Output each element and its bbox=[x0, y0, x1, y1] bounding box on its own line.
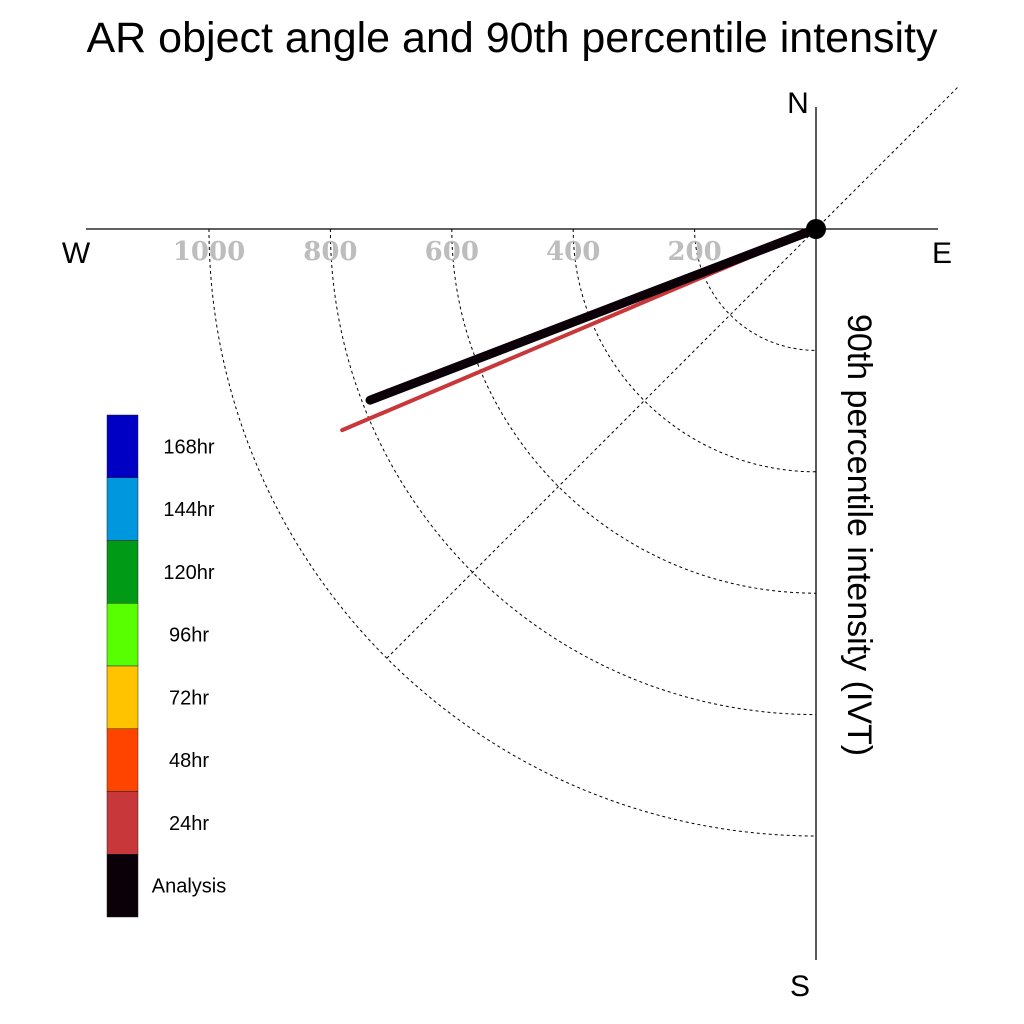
radial-axis-title: 90th percentile intensity (IVT) bbox=[840, 314, 878, 756]
legend-swatch-72hr bbox=[106, 665, 139, 729]
legend-label-analysis: Analysis bbox=[152, 876, 226, 898]
chart-title: AR object angle and 90th percentile inte… bbox=[86, 14, 938, 62]
legend-swatch-120hr bbox=[106, 540, 139, 604]
compass-south: S bbox=[790, 970, 810, 1003]
legend-swatch-144hr bbox=[106, 477, 139, 541]
compass-north: N bbox=[787, 87, 809, 120]
legend-swatch-48hr bbox=[106, 728, 139, 792]
legend-label-72hr: 72hr bbox=[169, 687, 209, 709]
radial-gridline-200 bbox=[694, 228, 817, 351]
legend-label-96hr: 96hr bbox=[169, 625, 209, 647]
radial-gridline-400 bbox=[572, 228, 817, 473]
tick-label-200: 200 bbox=[667, 237, 721, 267]
diagonal-gridline bbox=[386, 87, 958, 659]
compass-east: E bbox=[932, 237, 952, 270]
legend-swatch-168hr bbox=[106, 414, 139, 478]
compass-west: W bbox=[62, 237, 91, 270]
legend-label-144hr: 144hr bbox=[163, 499, 214, 521]
radial-gridline-800 bbox=[329, 228, 817, 716]
tick-label-600: 600 bbox=[425, 237, 479, 267]
legend-label-24hr: 24hr bbox=[169, 813, 209, 835]
legend-label-48hr: 48hr bbox=[169, 750, 209, 772]
tick-label-1000: 1000 bbox=[173, 237, 245, 267]
center-marker bbox=[806, 219, 826, 239]
legend-swatch-96hr bbox=[106, 603, 139, 667]
radial-gridline-600 bbox=[451, 228, 817, 594]
legend-swatch-analysis bbox=[106, 854, 139, 918]
tick-label-800: 800 bbox=[303, 237, 357, 267]
vector-analysis bbox=[365, 224, 821, 405]
legend-swatch-24hr bbox=[106, 791, 139, 855]
radial-gridline-1000 bbox=[208, 228, 817, 837]
legend-label-168hr: 168hr bbox=[163, 436, 214, 458]
tick-label-400: 400 bbox=[546, 237, 600, 267]
legend-label-120hr: 120hr bbox=[163, 562, 214, 584]
